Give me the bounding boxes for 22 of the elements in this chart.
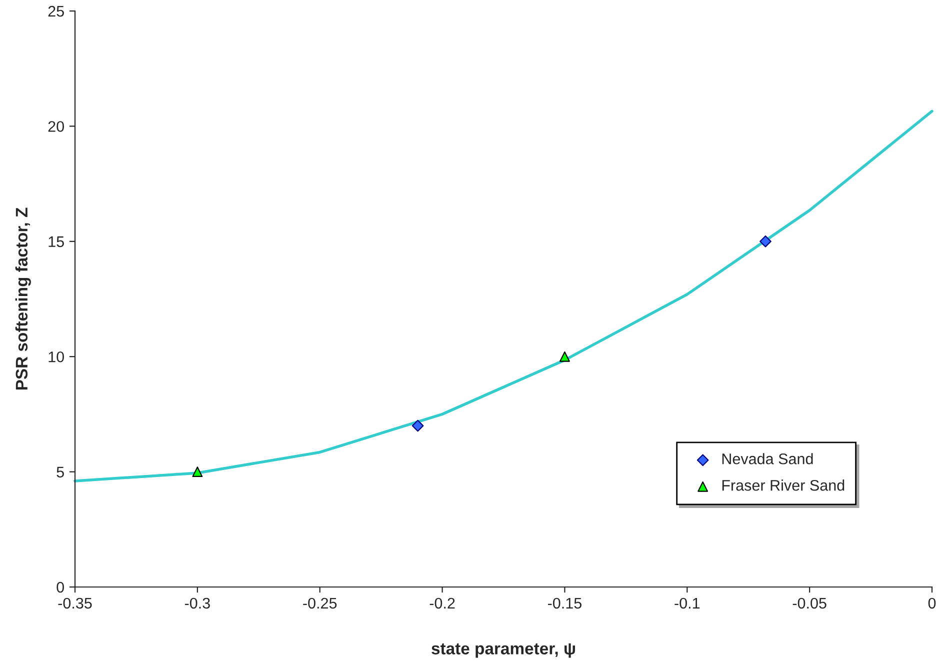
x-tick-label: -0.05 — [792, 598, 826, 609]
x-tick-label: -0.2 — [430, 598, 455, 609]
y-tick-label: 20 — [48, 121, 64, 132]
x-tick-label: -0.15 — [548, 598, 582, 609]
point — [412, 420, 424, 432]
point — [192, 466, 203, 478]
x-tick-label: -0.3 — [184, 598, 210, 609]
y-tick-label: 10 — [48, 351, 64, 362]
x-tick-label: 0 — [928, 598, 936, 609]
x-tick-label: -0.35 — [58, 598, 92, 609]
legend-label: Fraser River Sand — [722, 480, 844, 491]
x-axis-title: state parameter, ψ — [432, 643, 575, 658]
y-tick-label: 5 — [56, 466, 64, 478]
point — [560, 351, 570, 362]
legend-label: Nevada Sand — [722, 453, 813, 464]
point — [760, 235, 772, 248]
y-tick-label: 25 — [48, 6, 64, 17]
x-tick-label: -0.1 — [674, 598, 700, 609]
y-tick-label: 0 — [56, 582, 64, 593]
y-axis-title: PSR softening factor, Z — [15, 208, 31, 390]
y-tick-label: 15 — [48, 236, 64, 248]
x-tick-label: -0.25 — [303, 598, 337, 609]
